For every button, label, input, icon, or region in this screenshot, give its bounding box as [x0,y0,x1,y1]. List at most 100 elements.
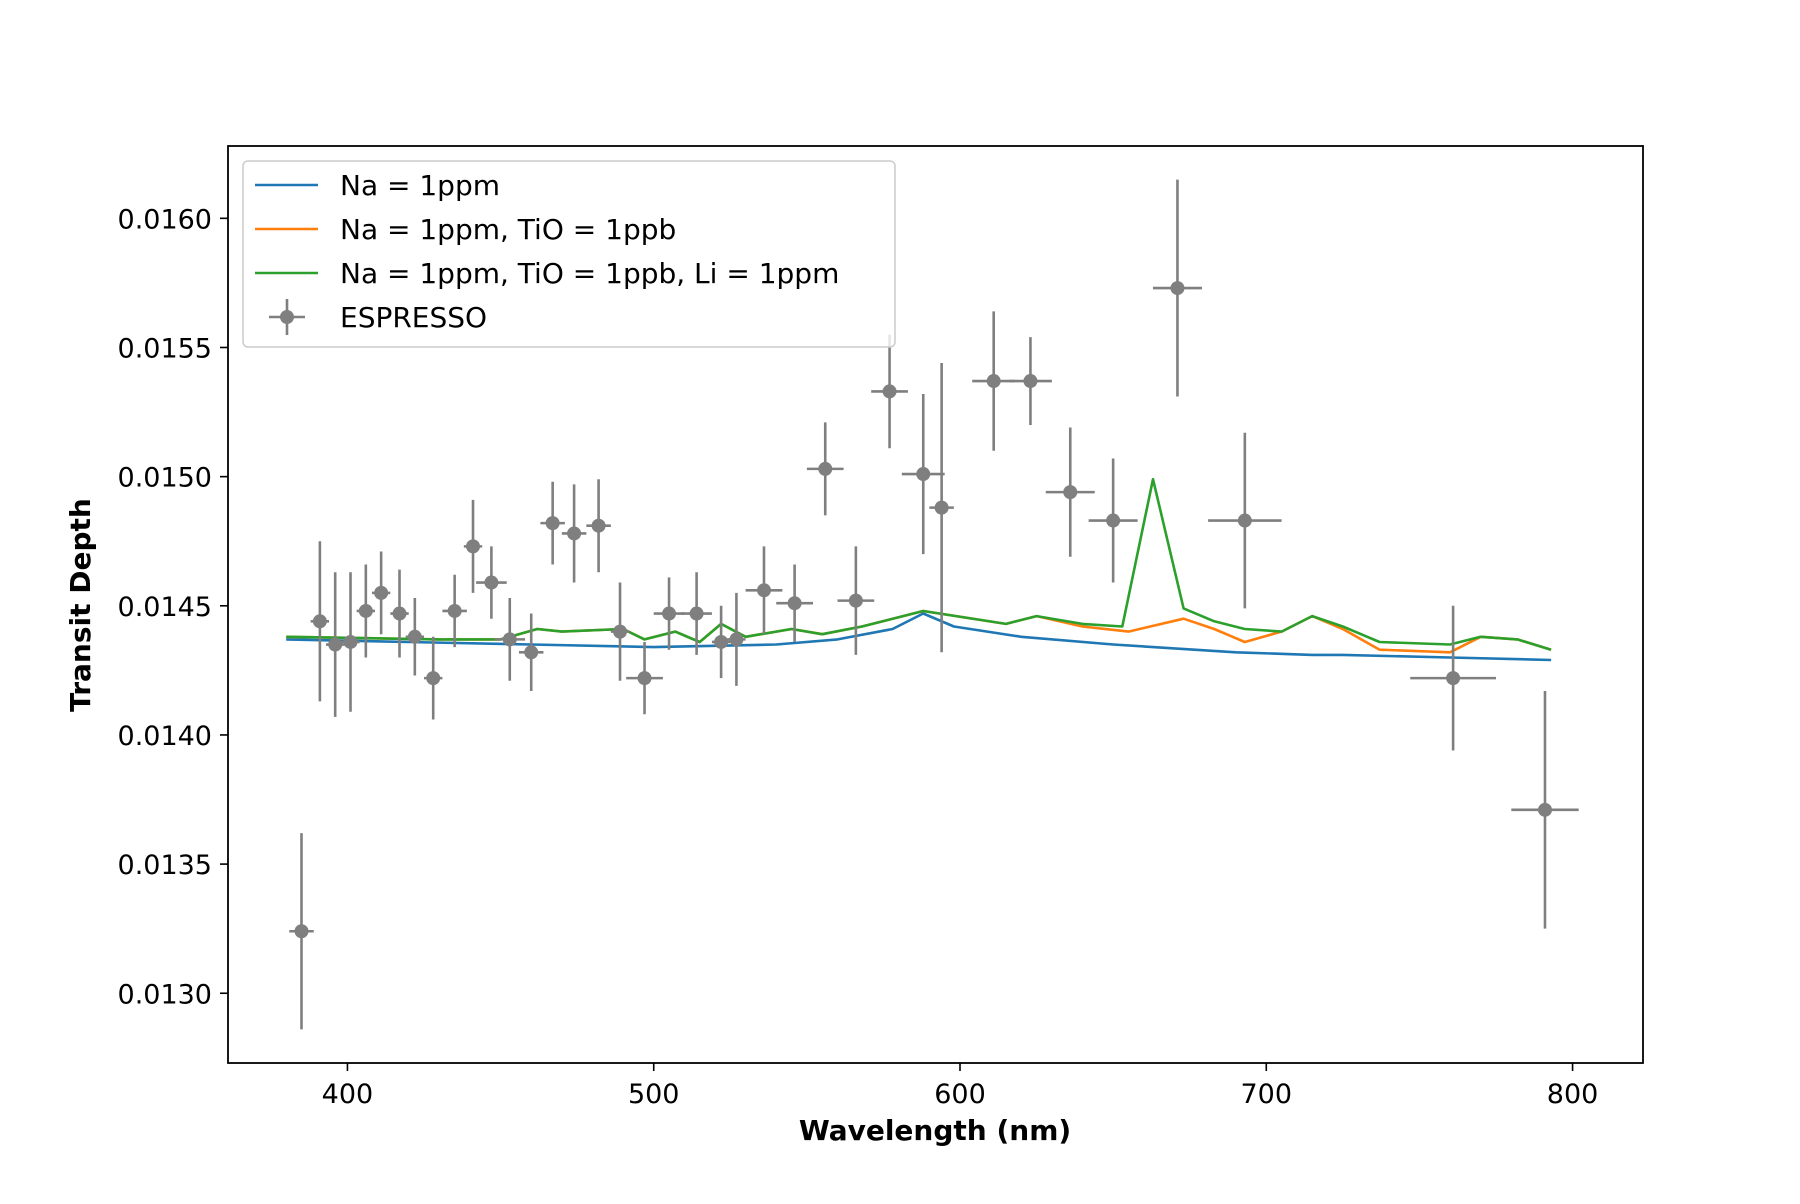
data-marker [729,632,744,647]
espresso-data-point [371,551,391,635]
legend-label: Na = 1ppm, TiO = 1ppb, Li = 1ppm [340,257,839,290]
x-tick-label: 600 [934,1079,986,1110]
x-tick-label: 400 [322,1079,374,1110]
espresso-data-point [653,577,685,650]
y-tick-label: 0.0130 [118,979,212,1010]
espresso-data-point [310,541,330,702]
espresso-data-point [929,362,954,653]
espresso-data-point [518,613,544,692]
data-marker [294,924,309,939]
data-marker [343,634,358,649]
data-marker [502,632,517,647]
data-marker [756,583,771,598]
espresso-data-point [424,636,443,720]
x-tick-label: 800 [1547,1079,1599,1110]
x-tick-label: 500 [628,1079,680,1110]
espresso-data-point [745,546,783,635]
data-marker [1537,802,1552,817]
legend: Na = 1ppm Na = 1ppm, TiO = 1ppb Na = 1ppm,… [242,160,896,348]
x-tick-label: 700 [1241,1079,1293,1110]
data-marker [1023,374,1038,389]
legend-item: ESPRESSO [269,299,487,335]
legend-label: Na = 1ppm [340,169,500,202]
espresso-data-point [1009,337,1052,425]
espresso-data-point [442,574,467,648]
data-marker [426,671,441,686]
data-marker [916,467,931,482]
espresso-data-point [405,598,425,676]
espresso-data-point [1511,691,1579,929]
series-line-na-1ppm-tio-1ppb-li-1ppm [286,477,1552,651]
x-axis-title: Wavelength (nm) [799,1114,1071,1147]
espresso-data-point [776,564,813,642]
data-marker [567,526,582,541]
espresso-data-point [626,641,663,715]
data-marker [1237,513,1252,528]
data-marker [787,596,802,611]
espresso-data-point [681,572,712,655]
espresso-data-point [289,833,314,1030]
espresso-data-point [540,481,565,565]
data-marker [714,634,729,649]
legend-label: ESPRESSO [340,301,487,334]
plot-area [286,179,1579,1030]
y-axis-title: Transit Depth [64,498,97,712]
espresso-data-point [972,311,1016,451]
data-marker [986,374,1001,389]
y-axis: 0.0130 0.0135 0.0140 0.0145 0.0150 0.0155 0.01… [118,204,228,1010]
espresso-data-point [610,582,630,681]
espresso-data-point [390,569,409,658]
data-marker [818,461,833,476]
espresso-data-point [711,605,731,679]
data-marker [312,614,327,629]
legend-item: Na = 1ppm, TiO = 1ppb [255,213,676,246]
y-tick-label: 0.0145 [118,592,212,623]
data-marker [392,606,407,621]
y-tick-label: 0.0140 [118,721,212,752]
espresso-data-point [326,572,345,717]
data-marker [1170,281,1185,296]
espresso-data-point [586,479,611,573]
espresso-data-point [1208,432,1282,609]
espresso-data-point [1088,458,1138,583]
data-marker [934,500,949,515]
data-marker [1446,671,1461,686]
espresso-data-point [1045,427,1095,557]
espresso-data-point [1152,179,1202,397]
legend-item: Na = 1ppm, TiO = 1ppb, Li = 1ppm [255,257,839,290]
espresso-data-point [871,334,908,449]
y-tick-label: 0.0150 [118,463,212,494]
data-marker [591,518,606,533]
data-marker [374,585,389,600]
data-marker [689,606,704,621]
espresso-data-point [901,393,945,555]
data-marker [1106,513,1121,528]
data-marker [358,603,373,618]
data-marker [484,575,499,590]
data-marker [613,624,628,639]
data-marker [662,606,677,621]
legend-frame [242,160,896,348]
data-marker [882,384,897,399]
series-line-na-1ppm [286,612,1552,662]
data-marker [524,645,539,660]
data-marker [637,671,652,686]
espresso-data-point [1410,605,1496,751]
data-marker [1063,485,1078,500]
espresso-data-point [837,546,875,655]
espresso-data-point [806,422,844,516]
espresso-data-point [341,572,360,712]
data-marker [466,539,481,554]
espresso-data-point [463,499,483,593]
axes-frame [227,145,1644,1064]
data-marker [848,593,863,608]
y-tick-label: 0.0135 [118,850,212,881]
espresso-data-point [494,598,526,681]
data-marker [407,629,422,644]
legend-item: Na = 1ppm [255,169,500,202]
espresso-data-point [727,592,746,686]
x-axis: 400 500 600 700 800 [322,1063,1599,1110]
data-marker [545,516,560,531]
